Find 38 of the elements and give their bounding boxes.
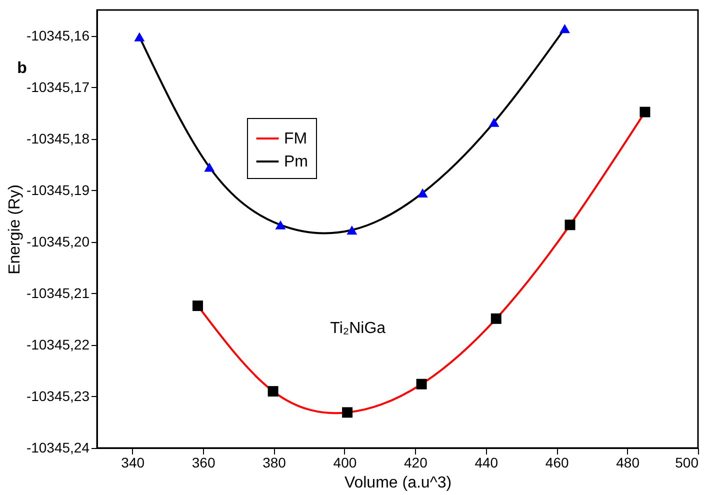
y-tick-label: -10345,22 <box>26 336 90 352</box>
x-tick-label: 380 <box>262 454 286 470</box>
y-tick-label: -10345,18 <box>26 130 90 146</box>
x-tick-label: 480 <box>616 454 640 470</box>
x-tick-label: 340 <box>121 454 145 470</box>
y-tick-label: -10345,16 <box>26 27 90 44</box>
point <box>134 32 145 42</box>
legend-label: FM <box>284 130 308 148</box>
x-tick-label: 460 <box>545 454 569 470</box>
point <box>346 225 358 235</box>
x-tick-label: 500 <box>675 454 699 470</box>
x-tick-label: 420 <box>404 454 428 470</box>
y-tick-label: -10345,19 <box>26 182 90 198</box>
point <box>564 220 576 230</box>
point <box>342 407 353 418</box>
x-tick-label: 360 <box>192 454 216 470</box>
point <box>275 220 286 230</box>
y-tick-label: -10345,21 <box>26 284 90 301</box>
point <box>192 300 203 312</box>
legend-label: Pm <box>284 154 308 170</box>
text: b <box>17 60 28 77</box>
point <box>268 386 278 397</box>
y-tick-label: -10345,17 <box>26 78 90 95</box>
point <box>417 188 428 198</box>
annotation: Ti₂NiGa <box>330 320 386 337</box>
point <box>490 313 502 324</box>
point <box>488 118 500 127</box>
point <box>559 24 570 34</box>
x-tick-label: 400 <box>333 454 357 470</box>
x-tick-label: 440 <box>474 454 498 470</box>
point <box>416 378 427 390</box>
y-axis-title: Energie (Ry) <box>6 184 24 274</box>
y-tick-label: -10345,24 <box>26 440 90 456</box>
x-axis-title: Volume (a.u^3) <box>344 474 452 492</box>
point <box>640 106 650 118</box>
y-tick-label: -10345,20 <box>26 233 90 250</box>
point <box>204 162 215 172</box>
y-tick-label: -10345,23 <box>26 388 90 404</box>
